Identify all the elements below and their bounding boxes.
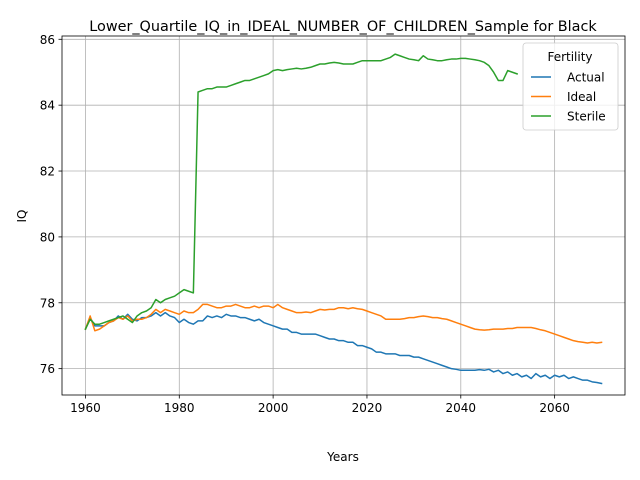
x-tick-label: 2060 xyxy=(539,401,570,415)
legend-label-actual: Actual xyxy=(567,71,605,85)
legend-label-sterile: Sterile xyxy=(567,110,606,124)
series-line-sterile xyxy=(84,53,519,331)
x-tick-label: 1960 xyxy=(70,401,101,415)
x-axis-label: Years xyxy=(326,450,359,464)
plot-frame xyxy=(61,35,626,396)
y-tick-label: 76 xyxy=(40,362,55,376)
chart-title: Lower_Quartile_IQ_in_IDEAL_NUMBER_OF_CHI… xyxy=(89,19,597,35)
legend-title: Fertility xyxy=(547,50,592,64)
y-axis-label: IQ xyxy=(15,210,29,223)
y-tick-label: 86 xyxy=(40,33,55,47)
legend-items: Actual Ideal Sterile xyxy=(531,71,606,124)
x-tick-label: 2020 xyxy=(352,401,383,415)
series-line-actual xyxy=(84,311,603,385)
series-line-ideal xyxy=(84,303,603,344)
y-tick-label: 78 xyxy=(40,296,55,310)
legend-label-ideal: Ideal xyxy=(567,90,596,104)
series-lines xyxy=(84,53,603,385)
x-tick-label: 2040 xyxy=(446,401,477,415)
x-tick-label: 1980 xyxy=(164,401,195,415)
y-tick-label: 80 xyxy=(40,230,55,244)
y-tick-label: 84 xyxy=(40,99,55,113)
legend: Fertility Actual Ideal Sterile xyxy=(522,42,619,131)
y-tick-label: 82 xyxy=(40,165,55,179)
x-tick-label: 2000 xyxy=(258,401,289,415)
axis-ticks: 1960 1980 2000 2020 2040 2060 76 78 80 82 84 86 xyxy=(40,33,570,415)
legend-box xyxy=(522,42,619,131)
